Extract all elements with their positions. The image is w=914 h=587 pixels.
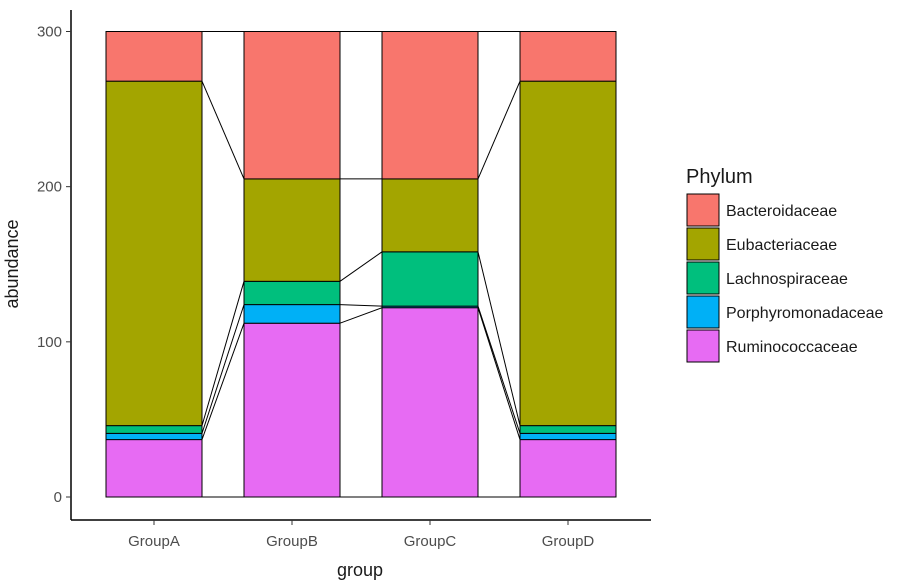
bar-groupc-bacteroidaceae — [381, 31, 479, 180]
bar-groupb-ruminococcaceae — [243, 322, 341, 498]
bar-groupd-eubacteriaceae — [519, 80, 617, 427]
bar-groupc-ruminococcaceae — [381, 307, 479, 498]
bar-groupb-bacteroidaceae — [243, 31, 341, 180]
connector-line — [339, 307, 383, 324]
legend-label-ruminococcaceae: Ruminococcaceae — [726, 339, 858, 356]
legend-label-bacteroidaceae: Bacteroidaceae — [726, 203, 837, 220]
bar-groupd-porphyromonadaceae — [519, 432, 617, 441]
bar-groupb-lachnospiraceae — [243, 280, 341, 306]
bar-stacks — [105, 31, 617, 498]
x-tick-label: GroupD — [542, 533, 595, 550]
bar-groupc-lachnospiraceae — [381, 251, 479, 307]
y-ticks: 0 100 200 300 — [37, 24, 71, 506]
legend-title: Phylum — [686, 166, 753, 188]
x-tick-label: GroupA — [128, 533, 180, 550]
connector-line — [201, 80, 245, 180]
bar-groupd-ruminococcaceae — [519, 439, 617, 498]
y-axis-title: abundance — [2, 219, 22, 308]
legend-swatch-eubacteriaceae — [686, 227, 720, 261]
legend-label-lachnospiraceae: Lachnospiraceae — [726, 271, 848, 288]
connector-line — [477, 307, 521, 440]
bar-groupc-eubacteriaceae — [381, 178, 479, 253]
bar-groupb-porphyromonadaceae — [243, 304, 341, 324]
bar-groupa-bacteroidaceae — [105, 31, 203, 82]
bar-groupa-ruminococcaceae — [105, 439, 203, 498]
connector-line — [201, 304, 245, 434]
connector-line — [477, 305, 521, 434]
legend-swatch-ruminococcaceae — [686, 329, 720, 363]
bar-groupd-lachnospiraceae — [519, 425, 617, 434]
bar-groupb-eubacteriaceae — [243, 178, 341, 282]
legend-swatch-bacteroidaceae — [686, 193, 720, 227]
connector-line — [201, 323, 245, 440]
connector-lines — [201, 31, 521, 498]
legend-label-eubacteriaceae: Eubacteriaceae — [726, 237, 837, 254]
connector-line — [477, 251, 521, 426]
bar-groupa-eubacteriaceae — [105, 80, 203, 427]
connector-line — [339, 251, 383, 282]
legend-swatch-lachnospiraceae — [686, 261, 720, 295]
y-tick-label: 300 — [37, 24, 62, 41]
x-axis-title: group — [337, 560, 383, 580]
legend-swatch-porphyromonadaceae — [686, 295, 720, 329]
x-tick-label: GroupB — [266, 533, 318, 550]
y-tick-label: 0 — [54, 489, 62, 506]
x-ticks: GroupA GroupB GroupC GroupD — [128, 520, 594, 550]
bar-groupa-porphyromonadaceae — [105, 432, 203, 441]
bar-groupd-bacteroidaceae — [519, 31, 617, 82]
legend: Phylum Bacteroidaceae Eubacteriaceae Lachn… — [686, 166, 884, 363]
x-tick-label: GroupC — [404, 533, 457, 550]
y-tick-label: 200 — [37, 179, 62, 196]
connector-line — [477, 80, 521, 180]
y-tick-label: 100 — [37, 334, 62, 351]
legend-label-porphyromonadaceae: Porphyromonadaceae — [726, 305, 884, 322]
bar-groupa-lachnospiraceae — [105, 425, 203, 434]
axes — [70, 10, 651, 521]
connector-line — [339, 304, 383, 307]
connector-line — [201, 281, 245, 426]
